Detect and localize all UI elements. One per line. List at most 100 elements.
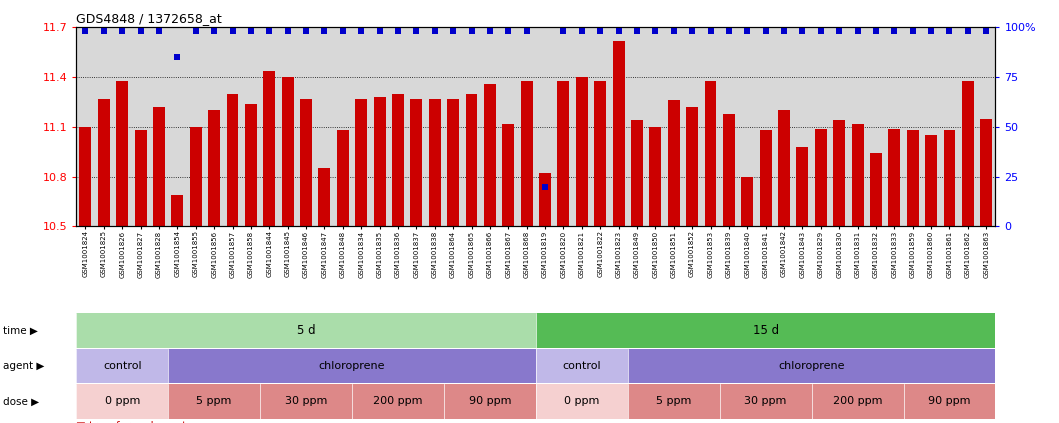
Text: ■ transformed count: ■ transformed count — [76, 421, 186, 423]
Bar — [631, 120, 643, 226]
Text: 5 ppm: 5 ppm — [656, 396, 692, 407]
Bar — [134, 130, 146, 226]
Text: 200 ppm: 200 ppm — [832, 396, 882, 407]
Point — [168, 54, 185, 60]
Point — [977, 28, 994, 35]
Bar — [76, 349, 168, 383]
Bar — [374, 97, 385, 226]
Bar — [282, 77, 293, 226]
Point — [647, 28, 664, 35]
Point — [95, 28, 112, 35]
Bar — [209, 110, 220, 226]
Bar — [903, 384, 995, 419]
Bar — [172, 195, 183, 226]
Bar — [264, 71, 275, 226]
Point — [665, 28, 682, 35]
Text: chloroprene: chloroprene — [778, 361, 845, 371]
Bar — [981, 118, 992, 226]
Point — [959, 28, 976, 35]
Point — [849, 28, 866, 35]
Point — [904, 28, 921, 35]
Point — [205, 28, 222, 35]
Bar — [76, 313, 536, 348]
Bar — [833, 120, 845, 226]
Text: 5 d: 5 d — [297, 324, 316, 337]
Bar — [116, 80, 128, 226]
Bar — [778, 110, 790, 226]
Point — [261, 28, 277, 35]
Bar — [814, 129, 827, 226]
Bar — [649, 127, 661, 226]
Bar — [576, 77, 588, 226]
Text: 30 ppm: 30 ppm — [285, 396, 327, 407]
Bar — [319, 168, 330, 226]
Bar — [536, 313, 995, 348]
Bar — [907, 130, 919, 226]
Bar — [261, 384, 352, 419]
Text: 90 ppm: 90 ppm — [469, 396, 511, 407]
Point — [830, 28, 847, 35]
Bar — [190, 127, 201, 226]
Bar — [152, 107, 165, 226]
Bar — [612, 41, 625, 226]
Point — [941, 28, 958, 35]
Point — [371, 28, 388, 35]
Point — [427, 28, 444, 35]
Text: 15 d: 15 d — [753, 324, 778, 337]
Text: 5 ppm: 5 ppm — [196, 396, 232, 407]
Point — [684, 28, 701, 35]
Bar — [741, 176, 753, 226]
Point — [298, 28, 315, 35]
Bar — [168, 349, 536, 383]
Bar — [889, 129, 900, 226]
Point — [537, 183, 554, 190]
Point — [592, 28, 609, 35]
Bar — [944, 130, 955, 226]
Bar — [668, 100, 680, 226]
Point — [113, 28, 130, 35]
Bar — [300, 99, 312, 226]
Bar — [521, 80, 533, 226]
Point — [775, 28, 792, 35]
Bar — [962, 80, 974, 226]
Text: dose ▶: dose ▶ — [3, 396, 39, 407]
Point — [353, 28, 370, 35]
Bar — [352, 384, 444, 419]
Bar — [851, 124, 863, 226]
Point — [555, 28, 572, 35]
Bar — [796, 147, 808, 226]
Point — [150, 28, 167, 35]
Bar — [759, 130, 772, 226]
Point — [225, 28, 241, 35]
Bar — [686, 107, 698, 226]
Point — [867, 28, 884, 35]
Bar — [227, 94, 238, 226]
Bar — [539, 173, 551, 226]
Point — [77, 28, 94, 35]
Bar — [870, 154, 882, 226]
Point — [812, 28, 829, 35]
Point — [187, 28, 204, 35]
Bar — [97, 99, 110, 226]
Bar — [628, 384, 720, 419]
Bar — [466, 94, 478, 226]
Text: GDS4848 / 1372658_at: GDS4848 / 1372658_at — [76, 12, 222, 25]
Bar — [484, 84, 496, 226]
Bar — [79, 127, 91, 226]
Bar — [720, 384, 811, 419]
Point — [702, 28, 719, 35]
Bar — [811, 384, 903, 419]
Point — [886, 28, 903, 35]
Bar — [337, 130, 348, 226]
Point — [408, 28, 425, 35]
Text: 0 ppm: 0 ppm — [105, 396, 140, 407]
Bar — [557, 80, 570, 226]
Text: control: control — [103, 361, 142, 371]
Bar — [355, 99, 367, 226]
Bar — [392, 94, 403, 226]
Bar — [723, 114, 735, 226]
Point — [445, 28, 462, 35]
Bar — [447, 99, 460, 226]
Point — [794, 28, 811, 35]
Bar — [536, 384, 628, 419]
